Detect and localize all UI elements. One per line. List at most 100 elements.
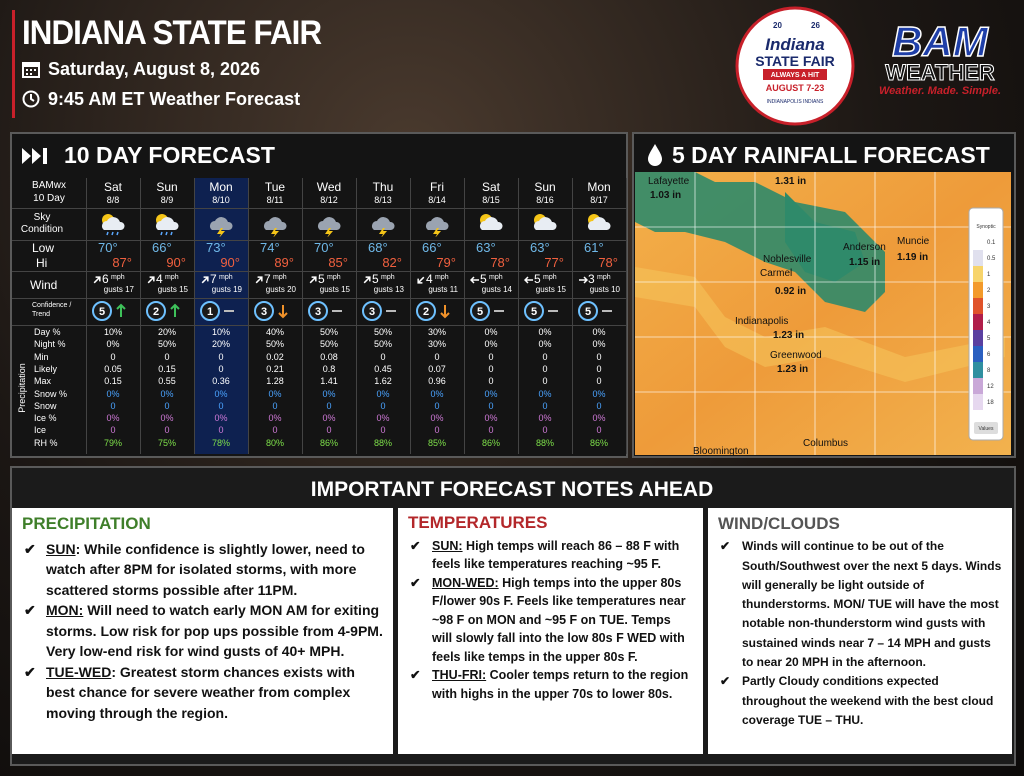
forecast-icon — [22, 148, 47, 164]
low-temp: 70° — [98, 240, 118, 255]
wind-gusts: gusts 11 — [428, 285, 458, 294]
precip-value: 0 — [326, 400, 332, 411]
wind-unit: mph — [597, 274, 611, 281]
confidence-value: 3 — [369, 306, 375, 318]
confidence-ring — [200, 301, 220, 321]
logo-year: 26 — [811, 21, 820, 30]
cloud — [156, 217, 179, 230]
wind-arrow — [255, 276, 263, 284]
precip-value: 0% — [430, 413, 444, 424]
calendar-icon — [22, 62, 40, 78]
confidence-value: 3 — [315, 306, 321, 318]
cloud — [102, 217, 125, 230]
confidence-value: 5 — [531, 306, 537, 318]
confidence-ring — [254, 301, 274, 321]
legend-label: 2 — [987, 288, 991, 294]
bam-sub: WEATHER — [885, 60, 995, 85]
precip-value: 0 — [596, 425, 602, 436]
note: SUN: While confidence is slightly lower,… — [24, 539, 383, 601]
bam-logo: BAM WEATHER Weather. Made. Simple. — [879, 20, 1001, 97]
legend-swatch — [973, 298, 983, 314]
day-name: Sat — [103, 180, 122, 194]
precip-value: 0 — [218, 400, 224, 411]
legend-label: 3 — [987, 304, 991, 310]
precip-value: 0% — [106, 339, 120, 350]
legend-button-label: Values — [979, 426, 994, 432]
precip-value: 0 — [380, 351, 386, 362]
legend-button — [974, 422, 998, 434]
city-label: Anderson — [843, 242, 886, 253]
city-label: Muncie — [897, 236, 930, 247]
low-temp: 66° — [422, 240, 442, 255]
cloud — [318, 217, 341, 230]
forecast-title: 10 DAY FORECAST — [64, 142, 275, 168]
map-band — [635, 267, 1005, 382]
confidence: 2 — [146, 301, 180, 321]
day-date: 8/15 — [482, 195, 500, 205]
city-label: Lafayette — [648, 176, 690, 187]
legend-swatch — [973, 378, 983, 394]
precip-label: Day % — [34, 327, 61, 337]
precip-value: 0% — [160, 388, 174, 399]
day-name: Fri — [430, 180, 444, 194]
wind-speed: 6 — [102, 272, 109, 286]
precip-value: 0 — [218, 351, 224, 362]
day-date: 8/9 — [160, 195, 174, 205]
confidence-value: 1 — [207, 306, 213, 318]
precip-value: 0% — [538, 339, 552, 350]
precip-value: 0% — [592, 327, 606, 337]
precip-value: 0 — [596, 376, 602, 387]
precip-value: 0% — [538, 413, 552, 424]
wind-gusts: gusts 20 — [265, 285, 296, 294]
legend-label: 0.5 — [987, 256, 996, 262]
precip-value: 0% — [484, 339, 498, 350]
precip-value: 30% — [427, 339, 446, 350]
wind-speed: 5 — [372, 272, 379, 286]
precip-value: 0 — [488, 400, 494, 411]
hi-temp: 79° — [436, 255, 456, 270]
precip-value: 0 — [434, 425, 440, 436]
hi-temp: 78° — [598, 255, 618, 270]
precip-value: 50% — [157, 339, 176, 350]
note-text: Partly Cloudy conditions expected throug… — [742, 674, 994, 727]
precip-value: 85% — [427, 437, 446, 448]
wind-unit: mph — [219, 274, 233, 281]
precip-value: 0% — [268, 413, 282, 424]
sky-icon — [372, 217, 395, 237]
precip-value: 0.21 — [266, 363, 284, 374]
legend-label: 1 — [987, 272, 991, 278]
precip-label: Ice % — [34, 413, 57, 424]
precip-value: 86% — [589, 437, 608, 448]
rain-amount: 1.23 in — [773, 330, 804, 341]
sky-icon — [156, 214, 179, 236]
precip-value: 0% — [484, 327, 498, 337]
confidence-ring — [362, 301, 382, 321]
notes-column: PRECIPITATION SUN: While confidence is sl… — [12, 508, 393, 754]
wind-unit: mph — [489, 274, 503, 281]
precip-value: 0 — [272, 400, 278, 411]
logo-sponsor: INDIANAPOLIS INDIANS — [767, 99, 824, 105]
arrow — [524, 276, 533, 284]
day-name: Thu — [372, 180, 394, 194]
precip-value: 0% — [322, 388, 336, 399]
day-name: Sun — [534, 180, 556, 194]
precip-value: 78% — [211, 437, 230, 448]
rain-amount: 1.19 in — [897, 252, 928, 263]
precip-value: 0 — [434, 351, 440, 362]
day-name: Sat — [481, 180, 500, 194]
county-lines — [635, 172, 1011, 455]
note-lead: SUN: — [432, 538, 463, 553]
precip-value: 50% — [319, 327, 338, 337]
precip-value: 88% — [373, 437, 392, 448]
hi-temp: 90° — [166, 255, 186, 270]
note-text: Winds will continue to be out of the Sou… — [742, 539, 1002, 670]
wind-arrow — [147, 276, 155, 284]
wind-gusts: gusts 15 — [157, 285, 188, 294]
low-temp: 73° — [206, 240, 226, 255]
arrow — [417, 276, 425, 284]
precip-label: Max — [34, 376, 52, 387]
precip-value: 0% — [268, 388, 282, 399]
legend-swatch — [973, 234, 983, 250]
logo-tagline: ALWAYS A HIT — [771, 72, 820, 79]
